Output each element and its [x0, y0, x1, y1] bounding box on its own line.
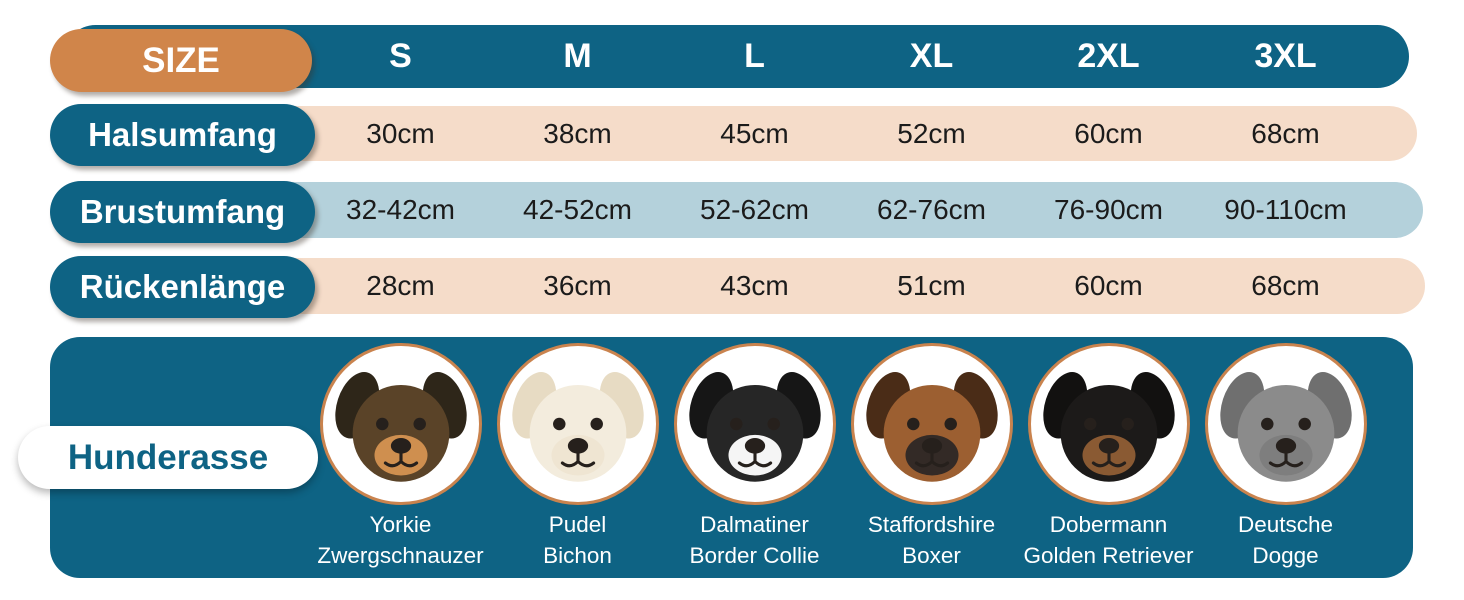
- size-column-header-3xl: 3XL: [1254, 37, 1317, 75]
- breed-name-line2: Zwergschnauzer: [317, 543, 484, 568]
- dog-face-icon: [1042, 372, 1175, 482]
- back-value-3xl: 68cm: [1251, 270, 1320, 301]
- dog-face-icon: [1219, 372, 1352, 482]
- neck-value-l: 45cm: [720, 117, 789, 149]
- yorkie-terrier-photo: [319, 343, 482, 505]
- chest-value-2xl: 76-90cm: [1054, 194, 1163, 225]
- chest-value-s: 32-42cm: [346, 194, 455, 225]
- breed-photo-cell: [489, 343, 666, 505]
- breed-photo-cell: [1197, 343, 1374, 505]
- breed-name: Staffordshire Boxer: [843, 509, 1020, 571]
- neck-value-s: 30cm: [366, 117, 435, 149]
- back-row-label: Rückenlänge: [50, 256, 315, 318]
- border-collie-photo: [673, 343, 836, 505]
- breed-name: Dalmatiner Border Collie: [666, 509, 843, 571]
- breed-name-line1: Pudel: [548, 512, 607, 537]
- size-header-pill: SIZE: [50, 29, 312, 92]
- back-row-values: 28cm 36cm 43cm 51cm 60cm 68cm: [312, 258, 1374, 314]
- breed-photo-cell: [1020, 343, 1197, 505]
- neck-row-values: 30cm 38cm 45cm 52cm 60cm 68cm: [312, 106, 1374, 161]
- size-column-header-m: M: [563, 37, 592, 75]
- chest-value-m: 42-52cm: [523, 194, 632, 225]
- dog-face-icon: [688, 372, 821, 482]
- breeds-section-label: Hunderasse: [18, 426, 318, 489]
- breed-name: Dobermann Golden Retriever: [1020, 509, 1197, 571]
- breed-name-line2: Bichon: [543, 543, 612, 568]
- neck-value-2xl: 60cm: [1074, 117, 1143, 149]
- chest-value-xl: 62-76cm: [877, 194, 986, 225]
- dobermann-photo: [1027, 343, 1190, 505]
- back-value-m: 36cm: [543, 270, 612, 301]
- size-column-header-l: L: [744, 37, 765, 75]
- chest-value-3xl: 90-110cm: [1224, 194, 1347, 225]
- size-header-row: S M L XL 2XL 3XL: [312, 25, 1374, 88]
- breed-name-line2: Dogge: [1252, 543, 1319, 568]
- chest-row-values: 32-42cm 42-52cm 52-62cm 62-76cm 76-90cm …: [312, 182, 1374, 238]
- neck-row-label: Halsumfang: [50, 104, 315, 166]
- dog-face-icon: [865, 372, 998, 482]
- breed-photos-row: [312, 343, 1374, 505]
- neck-value-m: 38cm: [543, 117, 612, 149]
- white-poodle-photo: [496, 343, 659, 505]
- chest-row-label: Brustumfang: [50, 181, 315, 243]
- breed-name-line1: Dalmatiner: [700, 512, 809, 537]
- dog-face-icon: [334, 372, 467, 482]
- breed-name: Deutsche Dogge: [1197, 509, 1374, 571]
- breed-name: Pudel Bichon: [489, 509, 666, 571]
- breed-photo-cell: [666, 343, 843, 505]
- chest-value-l: 52-62cm: [700, 194, 809, 225]
- neck-value-xl: 52cm: [897, 117, 966, 149]
- breed-name-line1: Dobermann: [1049, 512, 1168, 537]
- breed-photo-cell: [843, 343, 1020, 505]
- boxer-photo: [850, 343, 1013, 505]
- breed-name-line2: Border Collie: [689, 543, 820, 568]
- size-column-header-xl: XL: [909, 37, 954, 75]
- back-value-l: 43cm: [720, 270, 789, 301]
- breed-name: Yorkie Zwergschnauzer: [312, 509, 489, 571]
- back-value-xl: 51cm: [897, 270, 966, 301]
- size-column-header-s: S: [389, 37, 412, 75]
- breed-name-line1: Staffordshire: [867, 512, 996, 537]
- breed-name-line1: Yorkie: [369, 512, 432, 537]
- neck-value-3xl: 68cm: [1251, 117, 1320, 149]
- dog-face-icon: [511, 372, 644, 482]
- back-value-2xl: 60cm: [1074, 270, 1143, 301]
- breed-name-line2: Boxer: [902, 543, 961, 568]
- breed-name-line2: Golden Retriever: [1023, 543, 1194, 568]
- back-value-s: 28cm: [366, 270, 435, 301]
- breed-names-row: Yorkie Zwergschnauzer Pudel Bichon Dalma…: [312, 509, 1374, 571]
- breed-name-line1: Deutsche: [1237, 512, 1334, 537]
- breed-photo-cell: [312, 343, 489, 505]
- size-column-header-2xl: 2XL: [1077, 37, 1140, 75]
- great-dane-photo: [1204, 343, 1367, 505]
